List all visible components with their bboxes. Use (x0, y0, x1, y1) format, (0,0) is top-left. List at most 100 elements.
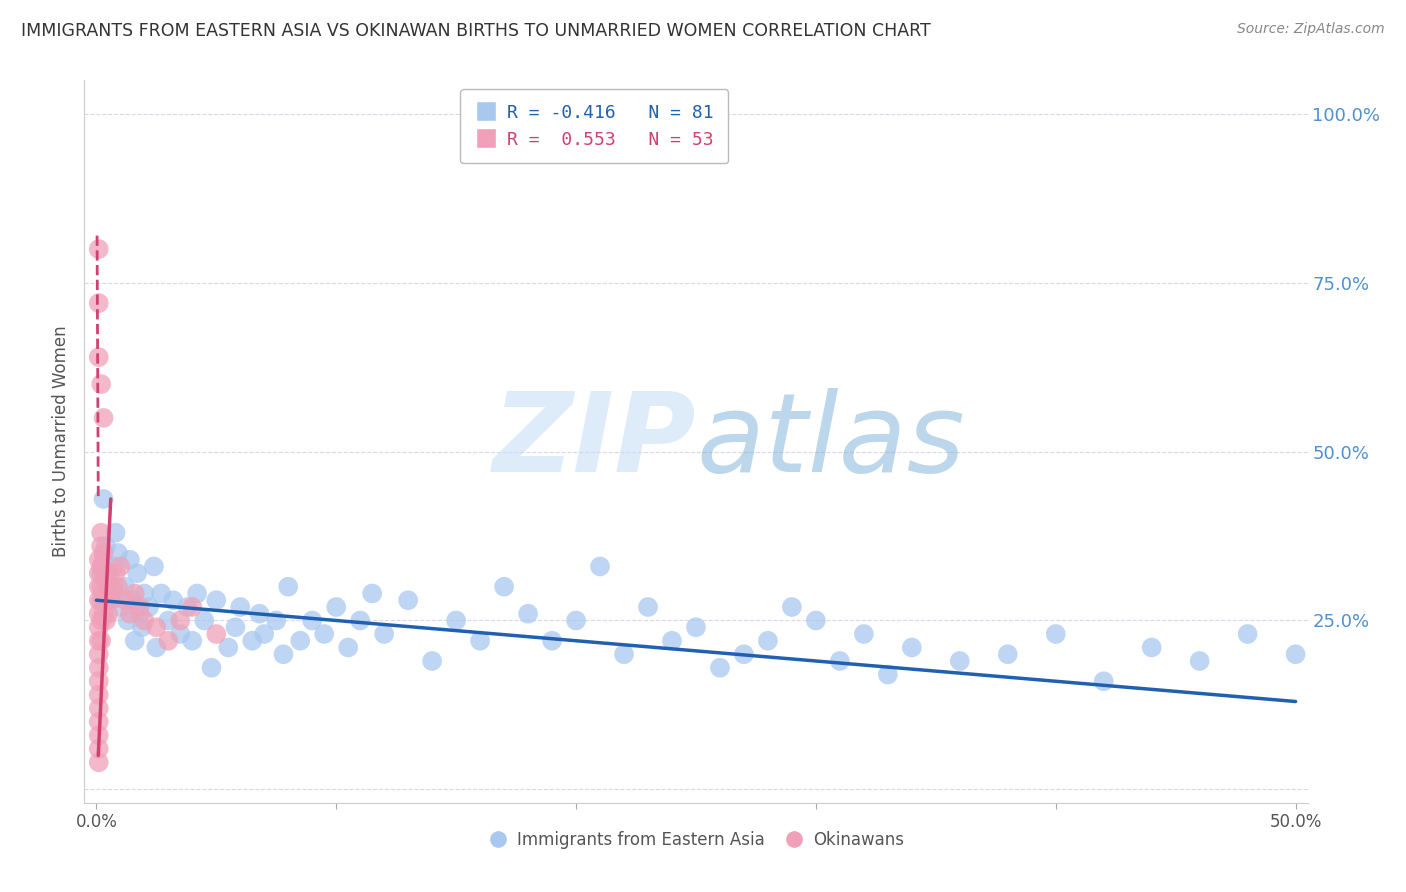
Point (804, 614, 827, 628)
Point (253, 627, 276, 641)
Point (87, 714, 110, 729)
Point (114, 593, 136, 607)
Point (93, 566, 115, 581)
Point (176, 599, 198, 614)
Point (94, 539, 117, 553)
Point (87, 350, 110, 364)
Point (134, 614, 156, 628)
Point (314, 627, 336, 641)
Point (93, 411, 115, 425)
Point (94, 573, 117, 587)
Point (361, 586, 384, 600)
Point (93, 586, 115, 600)
Point (90, 525, 112, 540)
Point (110, 559, 132, 574)
Point (107, 580, 129, 594)
Point (1140, 640, 1163, 655)
Point (87, 701, 110, 715)
Point (142, 559, 165, 574)
Point (780, 599, 803, 614)
Point (186, 586, 208, 600)
Point (138, 599, 160, 614)
Point (87, 620, 110, 634)
Point (181, 633, 204, 648)
Point (97, 607, 120, 621)
Point (100, 593, 122, 607)
Text: ZIP: ZIP (492, 388, 696, 495)
Point (949, 654, 972, 668)
Point (637, 599, 659, 614)
Point (93, 491, 115, 506)
Point (828, 654, 851, 668)
Point (373, 627, 395, 641)
Point (301, 614, 323, 628)
Point (589, 559, 612, 574)
Point (87, 566, 110, 581)
Point (114, 580, 136, 594)
Point (124, 633, 146, 648)
Point (90, 614, 112, 628)
Point (249, 607, 271, 621)
Point (93, 607, 115, 621)
Point (94, 593, 117, 607)
Point (110, 599, 132, 614)
Point (224, 620, 246, 634)
Point (1188, 654, 1211, 668)
Point (121, 593, 143, 607)
Point (217, 640, 239, 655)
Point (273, 647, 295, 661)
Point (101, 580, 124, 594)
Point (150, 586, 173, 600)
Point (661, 633, 683, 648)
Point (87, 633, 110, 648)
Point (87, 728, 110, 742)
Point (162, 593, 184, 607)
Point (87, 674, 110, 689)
Point (1092, 674, 1115, 689)
Point (1236, 627, 1258, 641)
Point (240, 633, 263, 648)
Point (90, 633, 112, 648)
Point (205, 593, 228, 607)
Point (205, 627, 228, 641)
Point (756, 633, 779, 648)
Point (97, 586, 120, 600)
Point (134, 586, 156, 600)
Point (157, 633, 180, 648)
Point (128, 599, 150, 614)
Point (104, 525, 127, 540)
Point (337, 640, 360, 655)
Text: atlas: atlas (696, 388, 965, 495)
Point (733, 647, 755, 661)
Point (104, 586, 127, 600)
Point (181, 599, 204, 614)
Point (157, 614, 180, 628)
Point (169, 614, 191, 628)
Point (229, 599, 252, 614)
Point (93, 552, 115, 566)
Point (468, 633, 491, 648)
Point (94, 614, 117, 628)
Point (100, 593, 122, 607)
Point (277, 580, 299, 594)
Point (517, 607, 540, 621)
Point (349, 614, 371, 628)
Point (90, 539, 112, 553)
Point (87, 296, 110, 310)
Text: IMMIGRANTS FROM EASTERN ASIA VS OKINAWAN BIRTHS TO UNMARRIED WOMEN CORRELATION C: IMMIGRANTS FROM EASTERN ASIA VS OKINAWAN… (21, 22, 931, 40)
Point (1284, 647, 1306, 661)
Point (420, 654, 443, 668)
Point (101, 559, 124, 574)
Point (852, 627, 875, 641)
Point (200, 661, 222, 675)
Point (444, 614, 467, 628)
Point (876, 667, 898, 681)
Point (87, 647, 110, 661)
Point (290, 633, 312, 648)
Point (685, 620, 707, 634)
Point (145, 620, 167, 634)
Point (145, 640, 167, 655)
Point (193, 614, 215, 628)
Point (87, 756, 110, 770)
Point (87, 242, 110, 256)
